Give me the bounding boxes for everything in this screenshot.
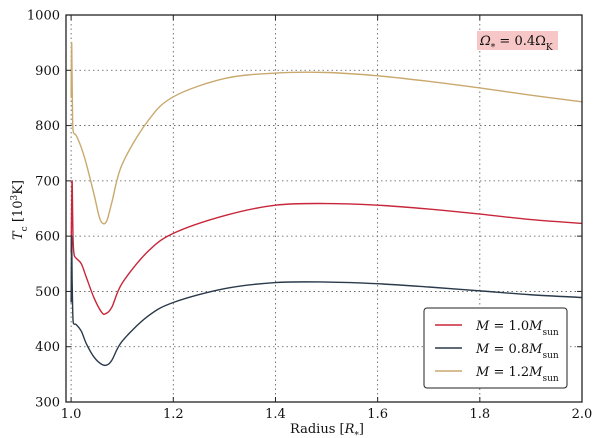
y-tick-label: 900 [35, 64, 60, 79]
axis-ticks: 1.0 1.2 1.4 1.6 1.8 2.0 300 400 500 600 700 800 900 1… [27, 9, 592, 423]
legend-label-m10: M = 1.0Msun [475, 319, 559, 338]
omega-annotation: Ω* = 0.4ΩK [477, 31, 558, 53]
y-tick-label: 700 [35, 174, 60, 189]
legend-item-m08: M = 0.8Msun [435, 342, 559, 361]
y-tick-label: 800 [35, 119, 60, 134]
x-tick-label: 1.4 [265, 407, 286, 422]
legend-label-m08: M = 0.8Msun [475, 342, 559, 361]
y-tick-label: 600 [35, 230, 60, 245]
x-tick-label: 1.2 [163, 407, 184, 422]
y-tick-label: 300 [35, 396, 60, 411]
x-tick-label: 1.6 [367, 407, 388, 422]
y-axis-label: Tc [103K] [10, 180, 30, 240]
x-tick-label: 1.0 [61, 407, 82, 422]
series-line-m08 [70, 235, 583, 367]
y-tick-label: 500 [35, 285, 60, 300]
legend-label-m12: M = 1.2Msun [475, 365, 559, 384]
series-line-m10 [70, 180, 583, 316]
x-axis-label: Radius [R*] [290, 422, 364, 438]
legend-item-m10: M = 1.0Msun [435, 319, 559, 338]
y-tick-label: 400 [35, 340, 60, 355]
legend: M = 1.0Msun M = 0.8Msun M = 1.2Msun [423, 307, 568, 389]
legend-box [423, 307, 568, 389]
annotation-text: Ω* = 0.4ΩK [479, 34, 553, 53]
legend-item-m12: M = 1.2Msun [435, 365, 559, 384]
y-tick-label: 1000 [27, 9, 60, 24]
annotation-background [477, 31, 558, 50]
series-line-m12 [70, 41, 583, 225]
series-lines [70, 41, 583, 367]
x-tick-label: 1.8 [469, 407, 490, 422]
x-tick-label: 2.0 [572, 407, 593, 422]
plot-frame [65, 14, 583, 403]
